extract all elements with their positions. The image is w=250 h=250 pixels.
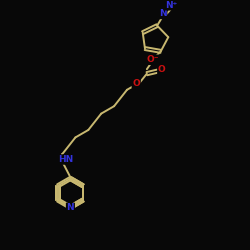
Text: N⁺: N⁺ xyxy=(166,1,178,10)
Text: HN: HN xyxy=(58,155,73,164)
Text: N: N xyxy=(159,10,167,18)
Text: O: O xyxy=(158,66,166,74)
Text: O: O xyxy=(132,78,140,88)
Text: N: N xyxy=(66,203,74,212)
Text: O⁻: O⁻ xyxy=(146,55,159,64)
